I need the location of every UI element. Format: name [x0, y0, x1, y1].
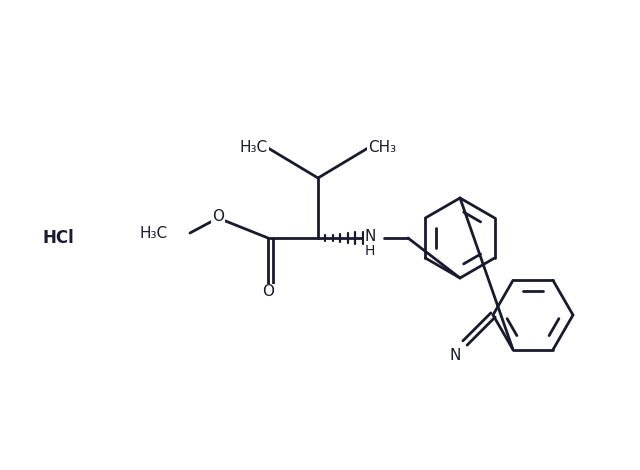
Text: HCl: HCl: [42, 229, 74, 247]
Text: O: O: [262, 284, 274, 299]
Text: H: H: [365, 244, 375, 258]
Text: H₃C: H₃C: [240, 141, 268, 156]
Text: CH₃: CH₃: [368, 141, 396, 156]
Text: O: O: [212, 209, 224, 224]
Text: N: N: [364, 228, 376, 243]
Text: N: N: [449, 348, 461, 363]
Text: H₃C: H₃C: [140, 226, 168, 241]
